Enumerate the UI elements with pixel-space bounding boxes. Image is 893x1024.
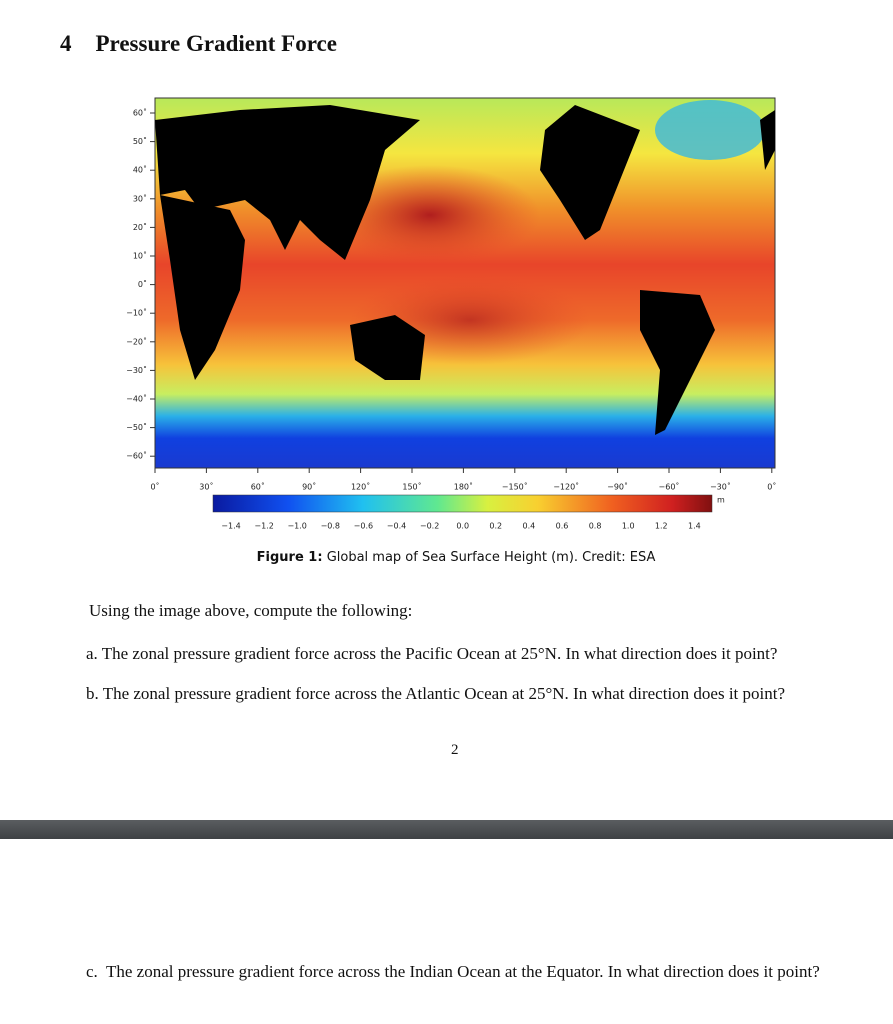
section-number: 4 (60, 31, 72, 56)
map-north-atlantic (655, 100, 765, 160)
question-label: b. (86, 684, 99, 703)
lat-label: 60˚ (133, 108, 147, 118)
lat-label: −20˚ (126, 336, 147, 346)
colorbar-label: −1.4 (221, 522, 240, 531)
figure: m 60˚ 50˚ 40˚ 30˚ 20˚ 10˚ 0˚ −10˚ −20˚ −30˚ −40˚ −5… (126, 97, 776, 531)
lon-label: 60˚ (251, 482, 265, 492)
colorbar-label: 1.0 (622, 522, 635, 531)
lat-label: −10˚ (126, 308, 147, 318)
colorbar-label: −0.4 (387, 522, 406, 531)
lat-label: −50˚ (126, 422, 147, 432)
question: c. The zonal pressure gradient force acro… (86, 958, 866, 985)
lat-label: −60˚ (126, 451, 147, 461)
lat-label: 30˚ (133, 193, 147, 203)
caption-text: Global map of Sea Surface Height (m). Cr… (326, 550, 656, 565)
page-separator (0, 820, 893, 839)
colorbar-label: −1.0 (287, 522, 306, 531)
section-title: Pressure Gradient Force (95, 31, 337, 56)
colorbar-label: 0.4 (523, 522, 536, 531)
colorbar-label: 0.0 (456, 522, 469, 531)
question-text: The zonal pressure gradient force across… (102, 684, 786, 703)
lon-label: −120˚ (553, 482, 579, 492)
section-heading: 4 Pressure Gradient Force (60, 31, 337, 57)
lon-label: 150˚ (402, 482, 421, 492)
figure-caption: Figure 1: Global map of Sea Surface Heig… (0, 550, 893, 565)
lon-label: −90˚ (607, 482, 628, 492)
question-label: a. (86, 644, 98, 663)
lon-label: −150˚ (502, 482, 528, 492)
lat-label: 0˚ (138, 279, 147, 289)
lat-label: 20˚ (133, 222, 147, 232)
colorbar-label: −0.8 (321, 522, 340, 531)
lon-label: 90˚ (302, 482, 316, 492)
question-text: The zonal pressure gradient force across… (106, 962, 820, 981)
colorbar-unit: m (717, 496, 725, 505)
lon-label: −60˚ (659, 482, 680, 492)
lon-label: 180˚ (454, 482, 473, 492)
lat-label: 10˚ (133, 251, 147, 261)
caption-label: Figure 1: (256, 550, 323, 565)
colorbar-label: −0.2 (420, 522, 439, 531)
lon-label: 0˚ (150, 482, 159, 492)
lat-label: −40˚ (126, 394, 147, 404)
lon-label: 30˚ (199, 482, 213, 492)
colorbar-label: −0.6 (354, 522, 373, 531)
question-text: The zonal pressure gradient force across… (101, 644, 778, 663)
intro: Using the image above, compute the follo… (89, 601, 413, 620)
colorbar-label: 1.2 (655, 522, 668, 531)
colorbar-label: 0.2 (489, 522, 502, 531)
lon-label: 120˚ (351, 482, 370, 492)
question-label: c. (86, 962, 98, 981)
lat-label: 40˚ (133, 165, 147, 175)
colorbar (212, 494, 713, 513)
continents (155, 105, 775, 435)
lat-label: −30˚ (126, 365, 147, 375)
lat-label: 50˚ (133, 136, 147, 146)
colorbar-label: −1.2 (254, 522, 273, 531)
colorbar-label: 1.4 (688, 522, 701, 531)
colorbar-label: 0.8 (589, 522, 602, 531)
colorbar-label: 0.6 (556, 522, 569, 531)
question: a. The zonal pressure gradient force acr… (86, 640, 866, 667)
map-warm-pool (320, 165, 540, 265)
lon-label: 0˚ (767, 482, 776, 492)
question: b. The zonal pressure gradient force acr… (86, 680, 876, 707)
lon-label: −30˚ (710, 482, 731, 492)
page-number: 2 (451, 742, 459, 758)
